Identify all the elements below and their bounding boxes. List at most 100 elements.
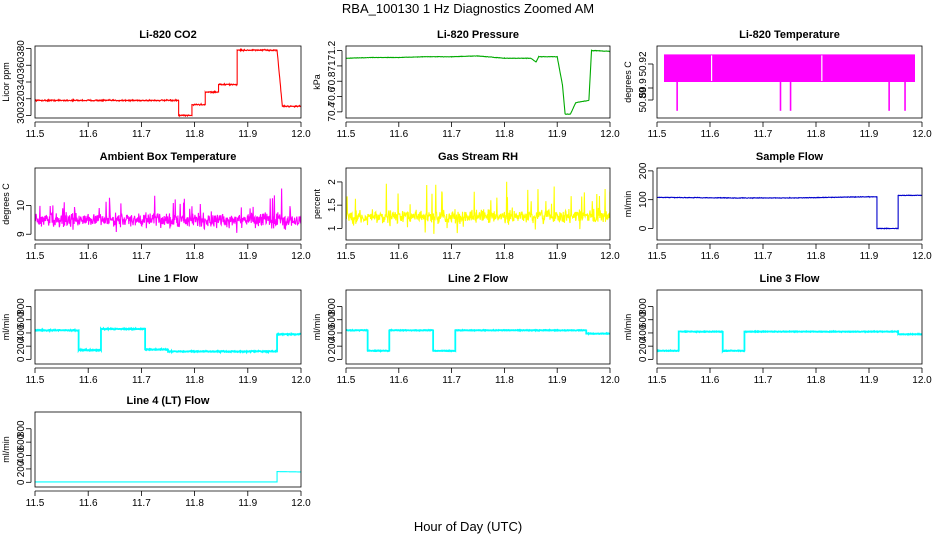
panel-sample-flow: Sample Flow 11.5 11.6 11.7 11.8 11.9 12.0 0 100 2… (623, 151, 932, 262)
x-tick-label: 11.6 (79, 375, 98, 386)
x-tick-label: 11.5 (648, 129, 667, 140)
x-tick-label: 12.0 (291, 129, 311, 140)
series-group (664, 54, 915, 111)
y-tick-label: 50.92 (638, 51, 649, 76)
x-tick-label: 11.6 (79, 251, 98, 262)
panel-title: Line 4 (LT) Flow (127, 395, 210, 407)
y-tick-label: 71.2 (327, 40, 338, 60)
x-tick-label: 11.8 (185, 375, 204, 386)
x-tick-label: 11.5 (648, 251, 667, 262)
y-axis-label: ml/min (312, 314, 322, 341)
y-axis-label: degrees C (623, 61, 633, 103)
y-tick-label: 0 (16, 356, 27, 362)
series-line-ambient-box-temperature (35, 188, 301, 233)
panel-title: Ambient Box Temperature (100, 151, 237, 163)
figure-title: RBA_100130 1 Hz Diagnostics Zoomed AM (342, 1, 594, 16)
panel-line-4-lt-flow: Line 4 (LT) Flow 11.5 11.6 11.7 11.8 11.9 12.0… (1, 395, 311, 509)
y-tick-label: 2 (327, 179, 338, 185)
y-tick-label: 600 (638, 311, 649, 328)
x-tick-label: 11.6 (389, 251, 408, 262)
x-tick-label: 11.5 (26, 498, 45, 509)
series-group (346, 181, 610, 234)
x-tick-label: 11.6 (79, 498, 98, 509)
data-band (664, 54, 915, 82)
y-tick-label: 0 (638, 356, 649, 362)
y-tick-label: 0 (638, 225, 649, 231)
y-tick-label: 800 (638, 298, 649, 315)
series-group (35, 188, 301, 233)
y-tick-label: 70.8 (327, 71, 338, 91)
series-group (35, 471, 301, 483)
x-tick-label: 11.7 (442, 375, 461, 386)
y-axis-label: kPa (312, 74, 322, 90)
x-tick-label: 11.5 (648, 375, 667, 386)
x-tick-label: 11.5 (26, 251, 45, 262)
y-tick-label: 340 (16, 73, 27, 90)
series-line-line-4-lt-flow (35, 471, 301, 483)
series-group (346, 49, 610, 115)
x-tick-label: 11.7 (132, 129, 151, 140)
x-tick-label: 11.5 (337, 251, 356, 262)
panel-line-2-flow: Line 2 Flow 11.5 11.6 11.7 11.8 11.9 12.0 0 2004… (312, 273, 620, 386)
x-tick-label: 11.8 (807, 129, 826, 140)
y-tick-label: 100 (638, 191, 649, 208)
y-tick-label: 70.6 (327, 86, 338, 106)
y-axis-label: ml/min (1, 314, 11, 341)
y-tick-label: 200 (16, 460, 27, 477)
x-tick-label: 11.7 (132, 498, 151, 509)
y-tick-label: 0 (327, 356, 338, 362)
y-axis-label: ml/min (1, 436, 11, 463)
panel-title: Line 3 Flow (760, 273, 820, 285)
series-line-li-820-co2 (35, 48, 301, 118)
x-tick-label: 11.5 (26, 375, 45, 386)
x-tick-label: 11.8 (807, 375, 826, 386)
plot-frame (345, 45, 611, 119)
y-tick-label: 400 (638, 324, 649, 341)
plot-frame (34, 289, 302, 365)
y-tick-label: 200 (638, 337, 649, 354)
x-tick-label: 11.6 (389, 375, 408, 386)
y-tick-label: 1 (327, 225, 338, 231)
y-tick-label: 320 (16, 90, 27, 107)
series-line-line-3-flow (657, 329, 922, 354)
plot-frame (656, 45, 923, 119)
x-tick-label: 11.8 (495, 129, 514, 140)
y-tick-label: 600 (16, 311, 27, 328)
x-tick-label: 11.9 (238, 375, 257, 386)
y-tick-label: 360 (16, 56, 27, 73)
series-line-sample-flow (657, 194, 922, 230)
panel-line-1-flow: Line 1 Flow 11.5 11.6 11.7 11.8 11.9 12.0 0 2004… (1, 273, 311, 386)
y-axis-label: percent (312, 188, 322, 219)
y-tick-label: 200 (327, 337, 338, 354)
y-tick-label: 600 (327, 311, 338, 328)
panel-title: Line 2 Flow (448, 273, 508, 285)
y-tick-label: 0 (16, 479, 27, 485)
panel-ambient-box-temperature: Ambient Box Temperature 11.5 11.6 11.7 11.8 1… (1, 151, 311, 262)
y-axis-label: degrees C (1, 183, 11, 225)
x-tick-label: 12.0 (600, 129, 620, 140)
plot-frame (656, 289, 923, 365)
plot-frame (34, 411, 302, 488)
series-line-line-2-flow (346, 328, 610, 353)
x-tick-label: 11.9 (860, 251, 879, 262)
x-tick-label: 11.5 (26, 129, 45, 140)
series-group (657, 194, 922, 230)
x-tick-label: 11.5 (337, 375, 356, 386)
x-tick-label: 11.6 (701, 251, 720, 262)
y-tick-label: 200 (16, 337, 27, 354)
figure-xlabel: Hour of Day (UTC) (414, 519, 522, 534)
y-tick-label: 300 (16, 107, 27, 124)
panel-title: Li-820 Temperature (739, 29, 840, 41)
x-tick-label: 12.0 (912, 375, 932, 386)
y-axis-label: ml/min (623, 191, 633, 218)
x-tick-label: 11.7 (442, 251, 461, 262)
x-tick-label: 11.9 (238, 251, 257, 262)
x-tick-label: 11.9 (548, 129, 567, 140)
y-tick-label: 400 (16, 324, 27, 341)
x-tick-label: 11.8 (495, 375, 514, 386)
y-tick-label: 71 (327, 60, 338, 72)
x-tick-label: 11.7 (754, 375, 773, 386)
x-tick-label: 11.9 (238, 129, 257, 140)
